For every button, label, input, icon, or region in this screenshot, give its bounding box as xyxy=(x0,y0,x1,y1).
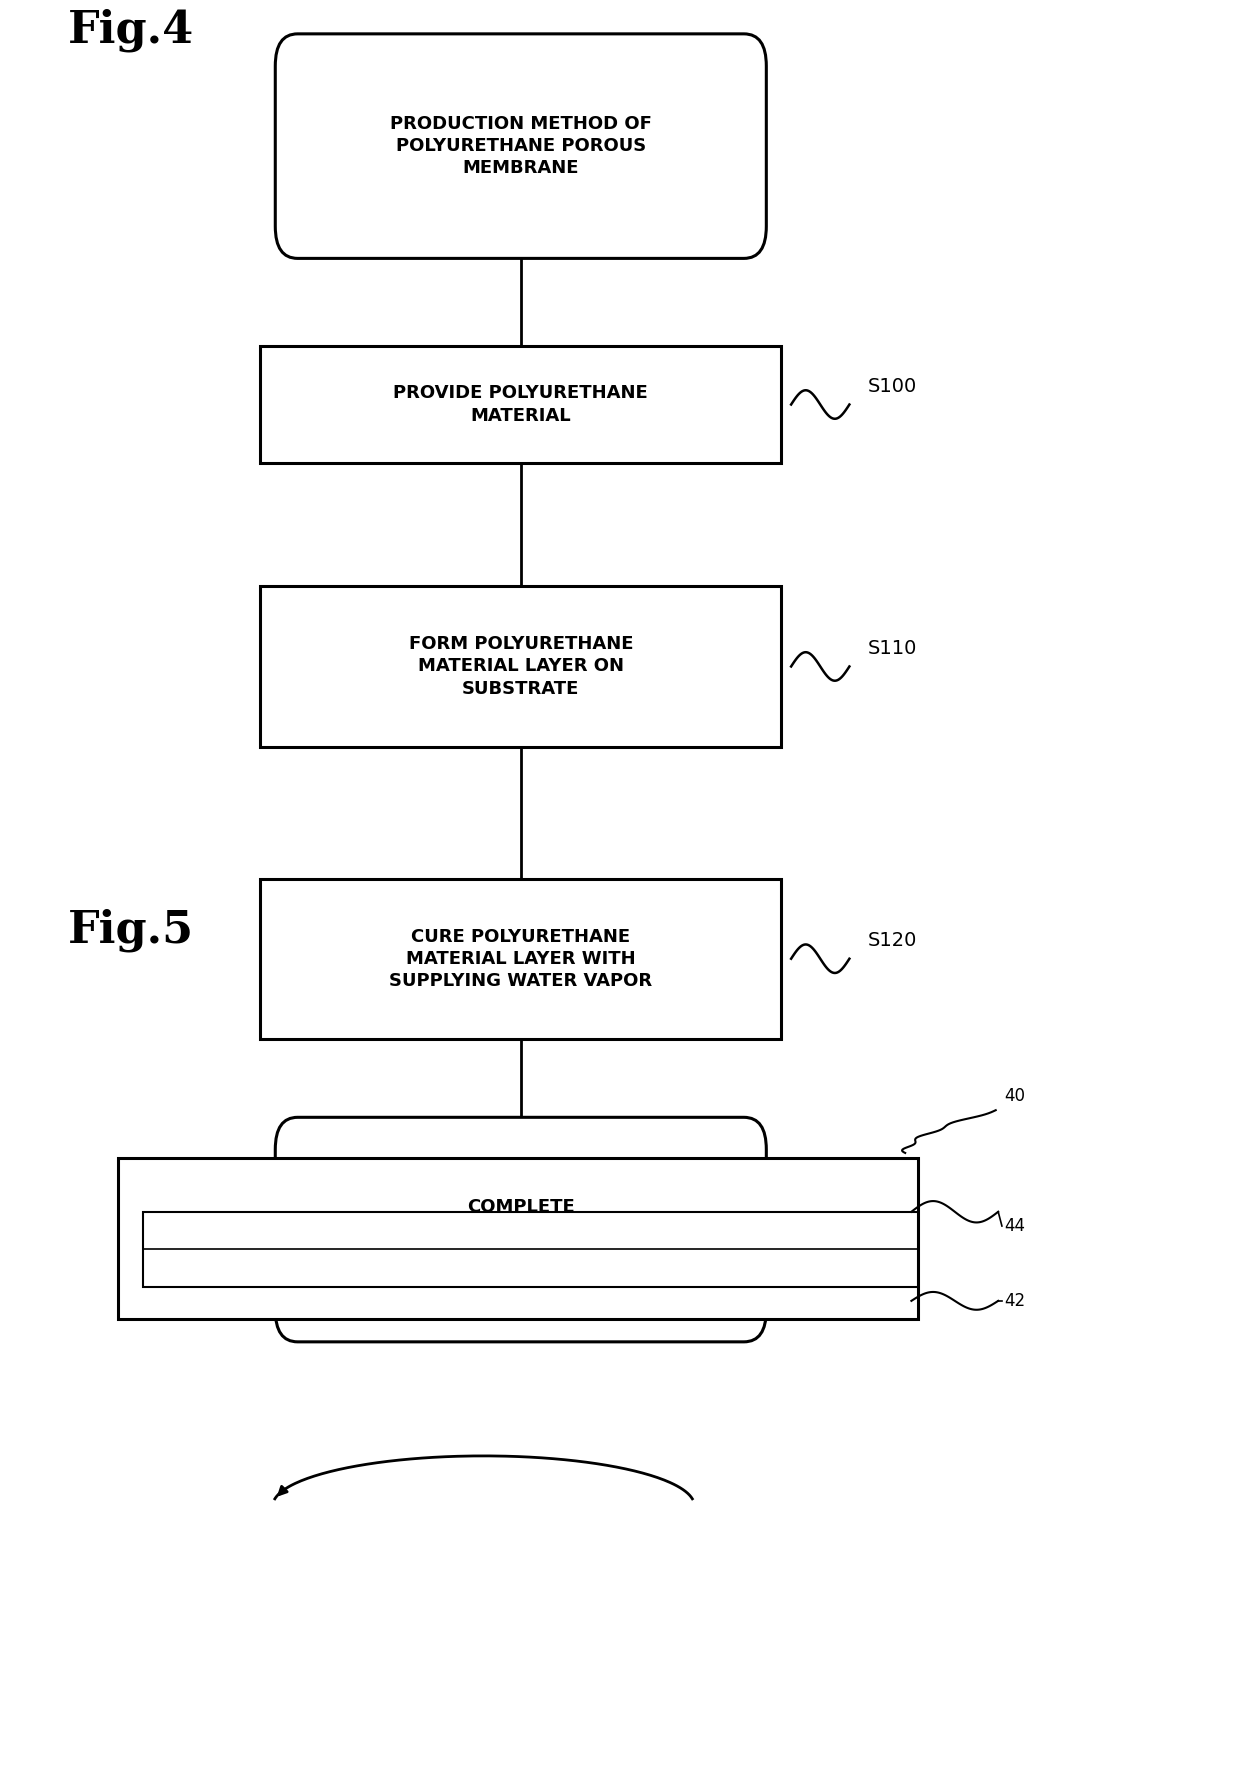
FancyBboxPatch shape xyxy=(143,1212,918,1287)
Text: S110: S110 xyxy=(868,640,918,658)
FancyBboxPatch shape xyxy=(260,346,781,463)
FancyBboxPatch shape xyxy=(275,1117,766,1342)
Text: 44: 44 xyxy=(1004,1217,1025,1235)
Text: 40: 40 xyxy=(1004,1087,1025,1105)
FancyBboxPatch shape xyxy=(260,586,781,747)
Text: S120: S120 xyxy=(868,932,918,950)
Text: Fig.5: Fig.5 xyxy=(68,909,195,952)
Text: COMPLETE
POLYURETHANE
POROUS MEMBRANE: COMPLETE POLYURETHANE POROUS MEMBRANE xyxy=(417,1198,625,1262)
Text: Fig.4: Fig.4 xyxy=(68,9,195,52)
Text: S100: S100 xyxy=(868,378,918,396)
FancyBboxPatch shape xyxy=(275,34,766,258)
FancyBboxPatch shape xyxy=(260,879,781,1039)
FancyBboxPatch shape xyxy=(118,1158,918,1319)
Text: CURE POLYURETHANE
MATERIAL LAYER WITH
SUPPLYING WATER VAPOR: CURE POLYURETHANE MATERIAL LAYER WITH SU… xyxy=(389,927,652,991)
Text: 42: 42 xyxy=(1004,1292,1025,1310)
Text: FORM POLYURETHANE
MATERIAL LAYER ON
SUBSTRATE: FORM POLYURETHANE MATERIAL LAYER ON SUBS… xyxy=(408,634,634,699)
Text: PROVIDE POLYURETHANE
MATERIAL: PROVIDE POLYURETHANE MATERIAL xyxy=(393,385,649,424)
Text: PRODUCTION METHOD OF
POLYURETHANE POROUS
MEMBRANE: PRODUCTION METHOD OF POLYURETHANE POROUS… xyxy=(389,114,652,178)
